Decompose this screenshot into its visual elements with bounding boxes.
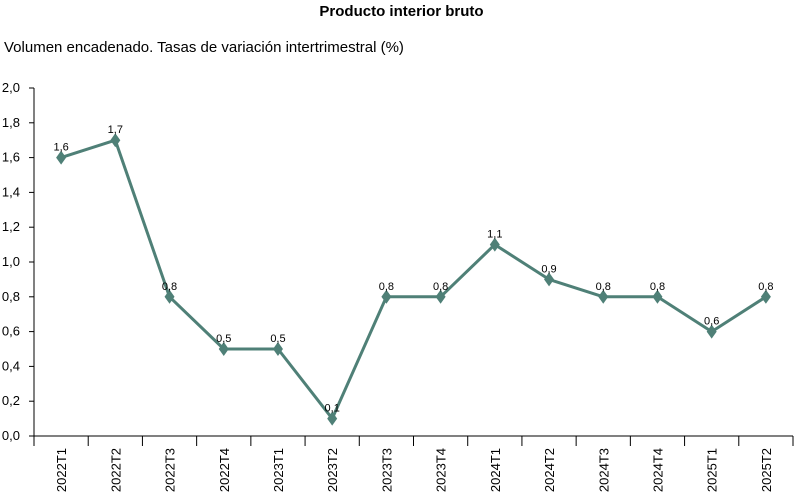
- data-point-marker: [381, 289, 392, 304]
- x-tick-label: 2025T1: [705, 448, 720, 492]
- x-tick-label: 2024T4: [650, 448, 665, 492]
- chart-subtitle: Volumen encadenado. Tasas de variación i…: [4, 39, 404, 56]
- data-label: 0,8: [379, 281, 394, 293]
- chart-title: Producto interior bruto: [319, 3, 484, 20]
- x-tick-label: 2022T1: [54, 448, 69, 492]
- y-tick-label: 0,0: [2, 428, 20, 443]
- data-label: 0,8: [650, 281, 665, 293]
- x-tick-label: 2024T3: [596, 448, 611, 492]
- data-point-marker: [327, 411, 338, 426]
- data-point-marker: [598, 289, 609, 304]
- y-tick-label: 0,6: [2, 324, 20, 339]
- data-point-marker: [544, 272, 555, 287]
- data-point-marker: [164, 289, 175, 304]
- y-tick-label: 1,0: [2, 254, 20, 269]
- y-tick-label: 0,4: [2, 358, 20, 373]
- data-point-marker: [706, 324, 717, 339]
- data-point-marker: [110, 133, 121, 148]
- data-label: 1,7: [108, 124, 123, 136]
- x-tick-label: 2024T1: [488, 448, 503, 492]
- y-tick-label: 1,4: [2, 184, 20, 199]
- y-tick-label: 1,2: [2, 219, 20, 234]
- data-label: 1,6: [53, 142, 68, 154]
- x-tick-label: 2023T1: [271, 448, 286, 492]
- data-label: 0,8: [162, 281, 177, 293]
- data-label: 0,5: [270, 333, 285, 345]
- data-label: 0,5: [216, 333, 231, 345]
- data-label: 0,9: [541, 263, 556, 275]
- y-tick-label: 2,0: [2, 80, 20, 95]
- x-tick-label: 2023T2: [325, 448, 340, 492]
- data-point-marker: [652, 289, 663, 304]
- y-tick-label: 1,6: [2, 150, 20, 165]
- data-point-marker: [218, 342, 229, 356]
- data-point-marker: [435, 289, 446, 304]
- x-tick-label: 2022T2: [108, 448, 123, 492]
- data-point-marker: [56, 150, 67, 165]
- y-tick-label: 0,2: [2, 393, 20, 408]
- x-tick-label: 2023T3: [379, 448, 394, 492]
- data-label: 0,8: [758, 281, 773, 293]
- data-point-marker: [272, 342, 283, 356]
- x-tick-label: 2024T2: [542, 448, 557, 492]
- x-tick-label: 2025T2: [759, 448, 774, 492]
- y-tick-label: 0,8: [2, 289, 20, 304]
- data-point-marker: [489, 237, 500, 252]
- data-point-marker: [760, 289, 771, 304]
- y-tick-label: 1,8: [2, 115, 20, 130]
- series-line: [60, 138, 767, 421]
- data-label: 0,6: [704, 316, 719, 328]
- data-label: 0,1: [325, 403, 340, 415]
- x-tick-label: 2022T3: [163, 448, 178, 492]
- data-label: 0,8: [596, 281, 611, 293]
- data-label: 1,1: [487, 229, 502, 241]
- x-tick-label: 2022T4: [217, 448, 232, 492]
- x-tick-label: 2023T4: [434, 448, 449, 492]
- data-label: 0,8: [433, 281, 448, 293]
